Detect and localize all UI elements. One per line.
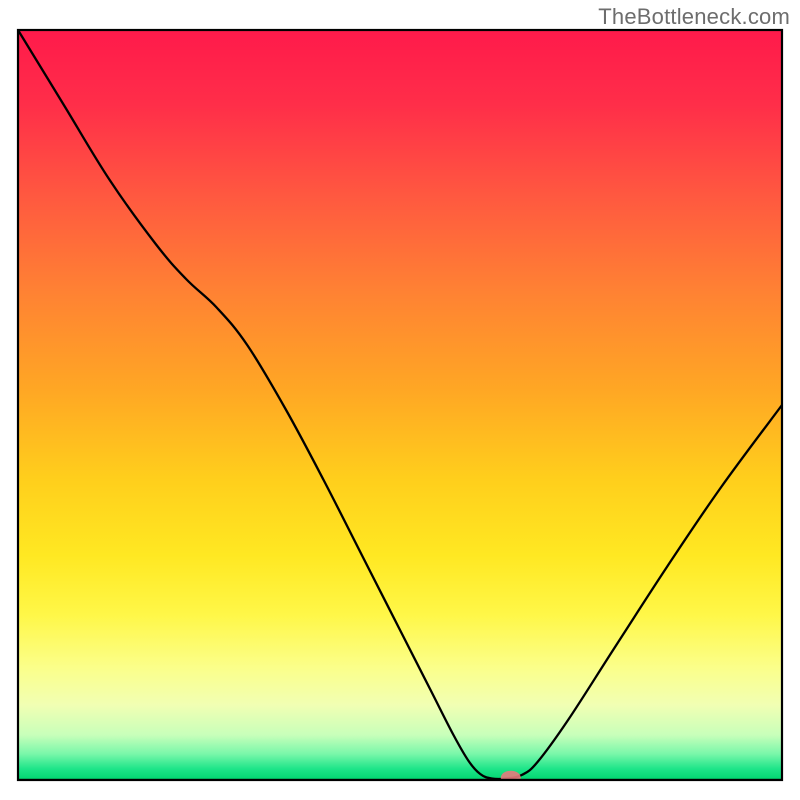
watermark-text: TheBottleneck.com [598,4,790,30]
plot-area [18,30,782,785]
gradient-background [18,30,782,780]
optimal-marker [501,771,521,785]
bottleneck-curve-chart [0,0,800,800]
